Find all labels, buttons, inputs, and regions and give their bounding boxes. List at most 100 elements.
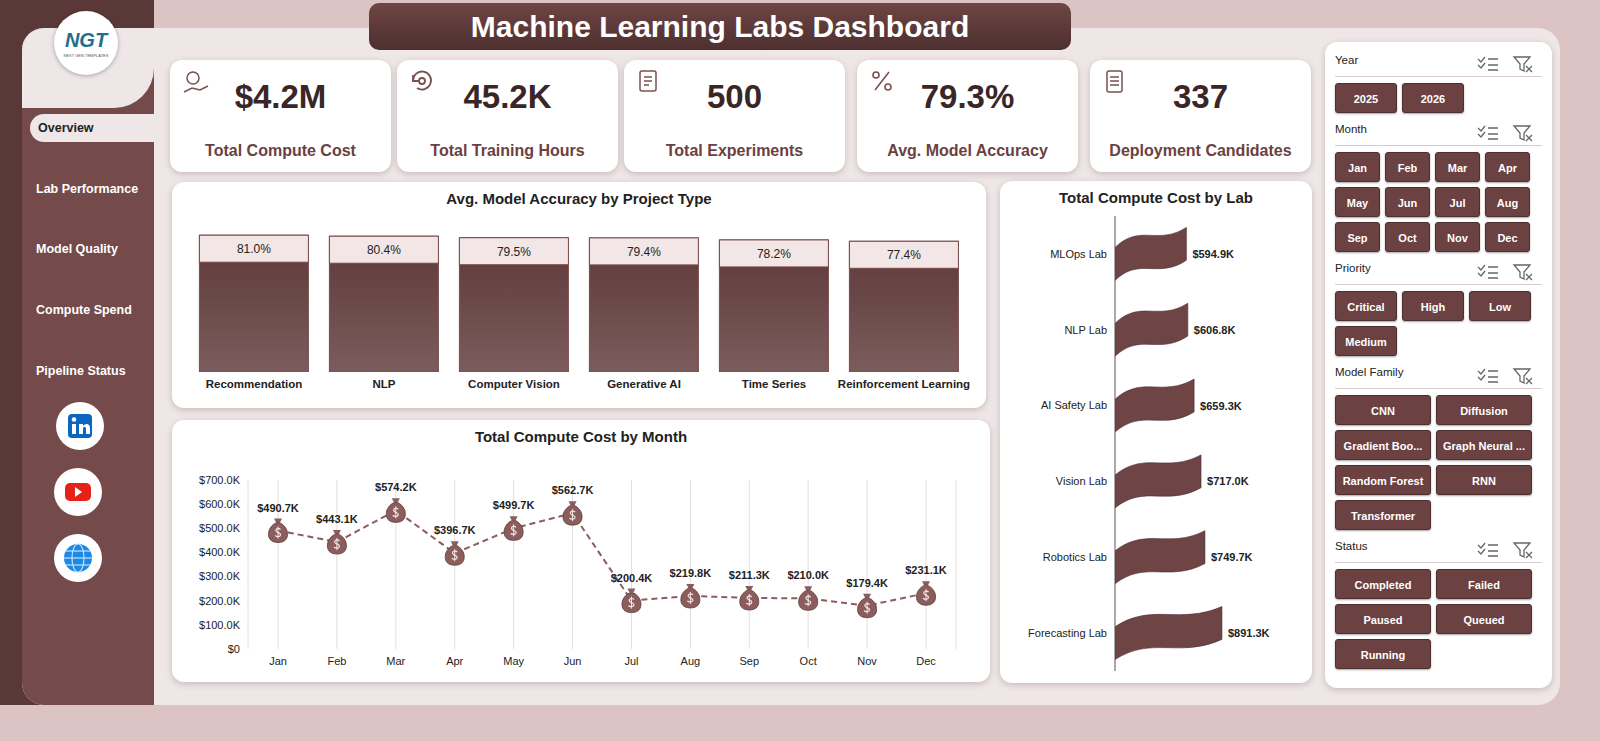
- svg-text:Recommendation: Recommendation: [206, 378, 303, 390]
- html-text:Low: Low: [1489, 301, 1511, 313]
- svg-text:May: May: [503, 655, 524, 667]
- html-text:May: May: [1346, 197, 1369, 209]
- svg-text:$659.3K: $659.3K: [1200, 400, 1242, 412]
- html-text:2026: 2026: [1420, 93, 1446, 105]
- html-text:79.3%: 79.3%: [920, 78, 1015, 115]
- html-text:Compute Spend: Compute Spend: [36, 303, 132, 317]
- svg-text:Sep: Sep: [739, 655, 759, 667]
- svg-text:$210.0K: $210.0K: [787, 569, 829, 581]
- html-text:Lab Performance: Lab Performance: [36, 182, 139, 196]
- svg-text:Time Series: Time Series: [742, 378, 806, 390]
- html-text:Total Compute Cost: Total Compute Cost: [205, 142, 356, 159]
- html-text:Overview: Overview: [38, 121, 94, 135]
- svg-text:$200.0K: $200.0K: [199, 595, 241, 607]
- svg-text:79.4%: 79.4%: [627, 245, 661, 259]
- html-text:Jan: Jan: [1348, 162, 1367, 174]
- html-text:337: 337: [1173, 78, 1228, 115]
- svg-text:$749.7K: $749.7K: [1211, 551, 1253, 563]
- svg-text:$211.3K: $211.3K: [729, 569, 770, 581]
- html-text:Deployment Candidates: Deployment Candidates: [1109, 142, 1292, 159]
- html-text:Aug: Aug: [1496, 197, 1519, 209]
- svg-text:Mar: Mar: [386, 655, 405, 667]
- html-text:Apr: Apr: [1498, 162, 1517, 174]
- svg-text:Generative AI: Generative AI: [607, 378, 681, 390]
- html-text:Nov: Nov: [1447, 232, 1468, 244]
- html-text:Total Experiments: Total Experiments: [665, 142, 804, 159]
- svg-text:77.4%: 77.4%: [887, 248, 921, 262]
- html-text:NGT: NGT: [64, 29, 108, 51]
- svg-text:81.0%: 81.0%: [237, 242, 271, 256]
- html-text:High: High: [1420, 301, 1446, 313]
- svg-text:MLOps Lab: MLOps Lab: [1050, 248, 1107, 260]
- html-text:Model Quality: Model Quality: [36, 242, 118, 256]
- svg-text:79.5%: 79.5%: [497, 245, 531, 259]
- html-text:$4.2M: $4.2M: [234, 78, 327, 115]
- html-text:Model Family: Model Family: [1335, 366, 1404, 378]
- svg-text:Apr: Apr: [446, 655, 463, 667]
- svg-text:Vision Lab: Vision Lab: [1056, 475, 1107, 487]
- svg-text:Dec: Dec: [916, 655, 936, 667]
- html-text:Total Compute Cost by Lab: Total Compute Cost by Lab: [1059, 189, 1253, 206]
- svg-text:Jun: Jun: [564, 655, 582, 667]
- html-text:Jul: Jul: [1449, 197, 1466, 209]
- html-text:Feb: Feb: [1397, 162, 1418, 174]
- svg-text:$891.3K: $891.3K: [1228, 627, 1270, 639]
- svg-text:Forecasting Lab: Forecasting Lab: [1028, 627, 1107, 639]
- html-text:Priority: Priority: [1335, 262, 1371, 274]
- html-text:Total Compute Cost by Month: Total Compute Cost by Month: [474, 428, 688, 445]
- svg-text:NLP Lab: NLP Lab: [1064, 324, 1107, 336]
- svg-text:AI Safety Lab: AI Safety Lab: [1041, 399, 1107, 411]
- svg-text:$600.0K: $600.0K: [199, 498, 241, 510]
- svg-text:$499.7K: $499.7K: [493, 499, 535, 511]
- svg-text:$200.4K: $200.4K: [611, 572, 653, 584]
- svg-text:80.4%: 80.4%: [367, 243, 401, 257]
- svg-text:Feb: Feb: [327, 655, 346, 667]
- svg-text:Jan: Jan: [269, 655, 287, 667]
- svg-text:$400.0K: $400.0K: [199, 546, 241, 558]
- html-text:Dec: Dec: [1497, 232, 1518, 244]
- svg-text:Nov: Nov: [857, 655, 877, 667]
- html-text:2025: 2025: [1353, 93, 1379, 105]
- svg-text:NLP: NLP: [373, 378, 396, 390]
- html-text:Critical: Critical: [1347, 301, 1385, 313]
- html-text:Year: Year: [1335, 54, 1359, 66]
- svg-text:Computer Vision: Computer Vision: [468, 378, 560, 390]
- html-text:Oct: Oct: [1398, 232, 1417, 244]
- svg-text:Reinforcement Learning: Reinforcement Learning: [838, 378, 970, 390]
- svg-text:$717.0K: $717.0K: [1207, 475, 1249, 487]
- svg-text:$396.7K: $396.7K: [434, 524, 476, 536]
- html-text:Diffusion: Diffusion: [1460, 405, 1508, 417]
- html-text:Sep: Sep: [1347, 232, 1368, 244]
- svg-text:$500.0K: $500.0K: [199, 522, 241, 534]
- svg-text:$490.7K: $490.7K: [257, 502, 299, 514]
- html-text:CNN: CNN: [1371, 405, 1395, 417]
- svg-text:$219.8K: $219.8K: [670, 567, 712, 579]
- svg-text:$100.0K: $100.0K: [199, 619, 241, 631]
- svg-text:$179.4K: $179.4K: [846, 577, 888, 589]
- svg-text:Oct: Oct: [800, 655, 817, 667]
- svg-text:$594.9K: $594.9K: [1192, 248, 1234, 260]
- html-text:Machine Learning Labs Dashboar: Machine Learning Labs Dashboard: [470, 10, 970, 43]
- html-text:Medium: Medium: [1345, 336, 1387, 348]
- svg-text:$0: $0: [228, 643, 240, 655]
- svg-text:Robotics Lab: Robotics Lab: [1043, 551, 1107, 563]
- html-text:Avg. Model Accuracy by Project: Avg. Model Accuracy by Project Type: [446, 190, 712, 207]
- svg-text:$562.7K: $562.7K: [552, 484, 594, 496]
- html-text:Pipeline Status: Pipeline Status: [36, 364, 126, 378]
- html-text:45.2K: 45.2K: [463, 78, 552, 115]
- svg-text:78.2%: 78.2%: [757, 247, 791, 261]
- svg-text:$574.2K: $574.2K: [375, 481, 417, 493]
- svg-text:Aug: Aug: [681, 655, 701, 667]
- html-text:Month: Month: [1335, 123, 1367, 135]
- svg-text:Jul: Jul: [624, 655, 638, 667]
- html-text:Avg. Model Accuracy: Avg. Model Accuracy: [887, 142, 1048, 159]
- html-text:Jun: Jun: [1397, 197, 1418, 209]
- html-text:Total Training Hours: Total Training Hours: [430, 142, 585, 159]
- svg-text:$443.1K: $443.1K: [316, 513, 358, 525]
- html-text:500: 500: [707, 78, 762, 115]
- svg-text:$300.0K: $300.0K: [199, 570, 241, 582]
- svg-text:$231.1K: $231.1K: [905, 564, 947, 576]
- svg-text:$700.0K: $700.0K: [199, 474, 241, 486]
- svg-text:$606.8K: $606.8K: [1194, 324, 1236, 336]
- html-text:Mar: Mar: [1447, 162, 1468, 174]
